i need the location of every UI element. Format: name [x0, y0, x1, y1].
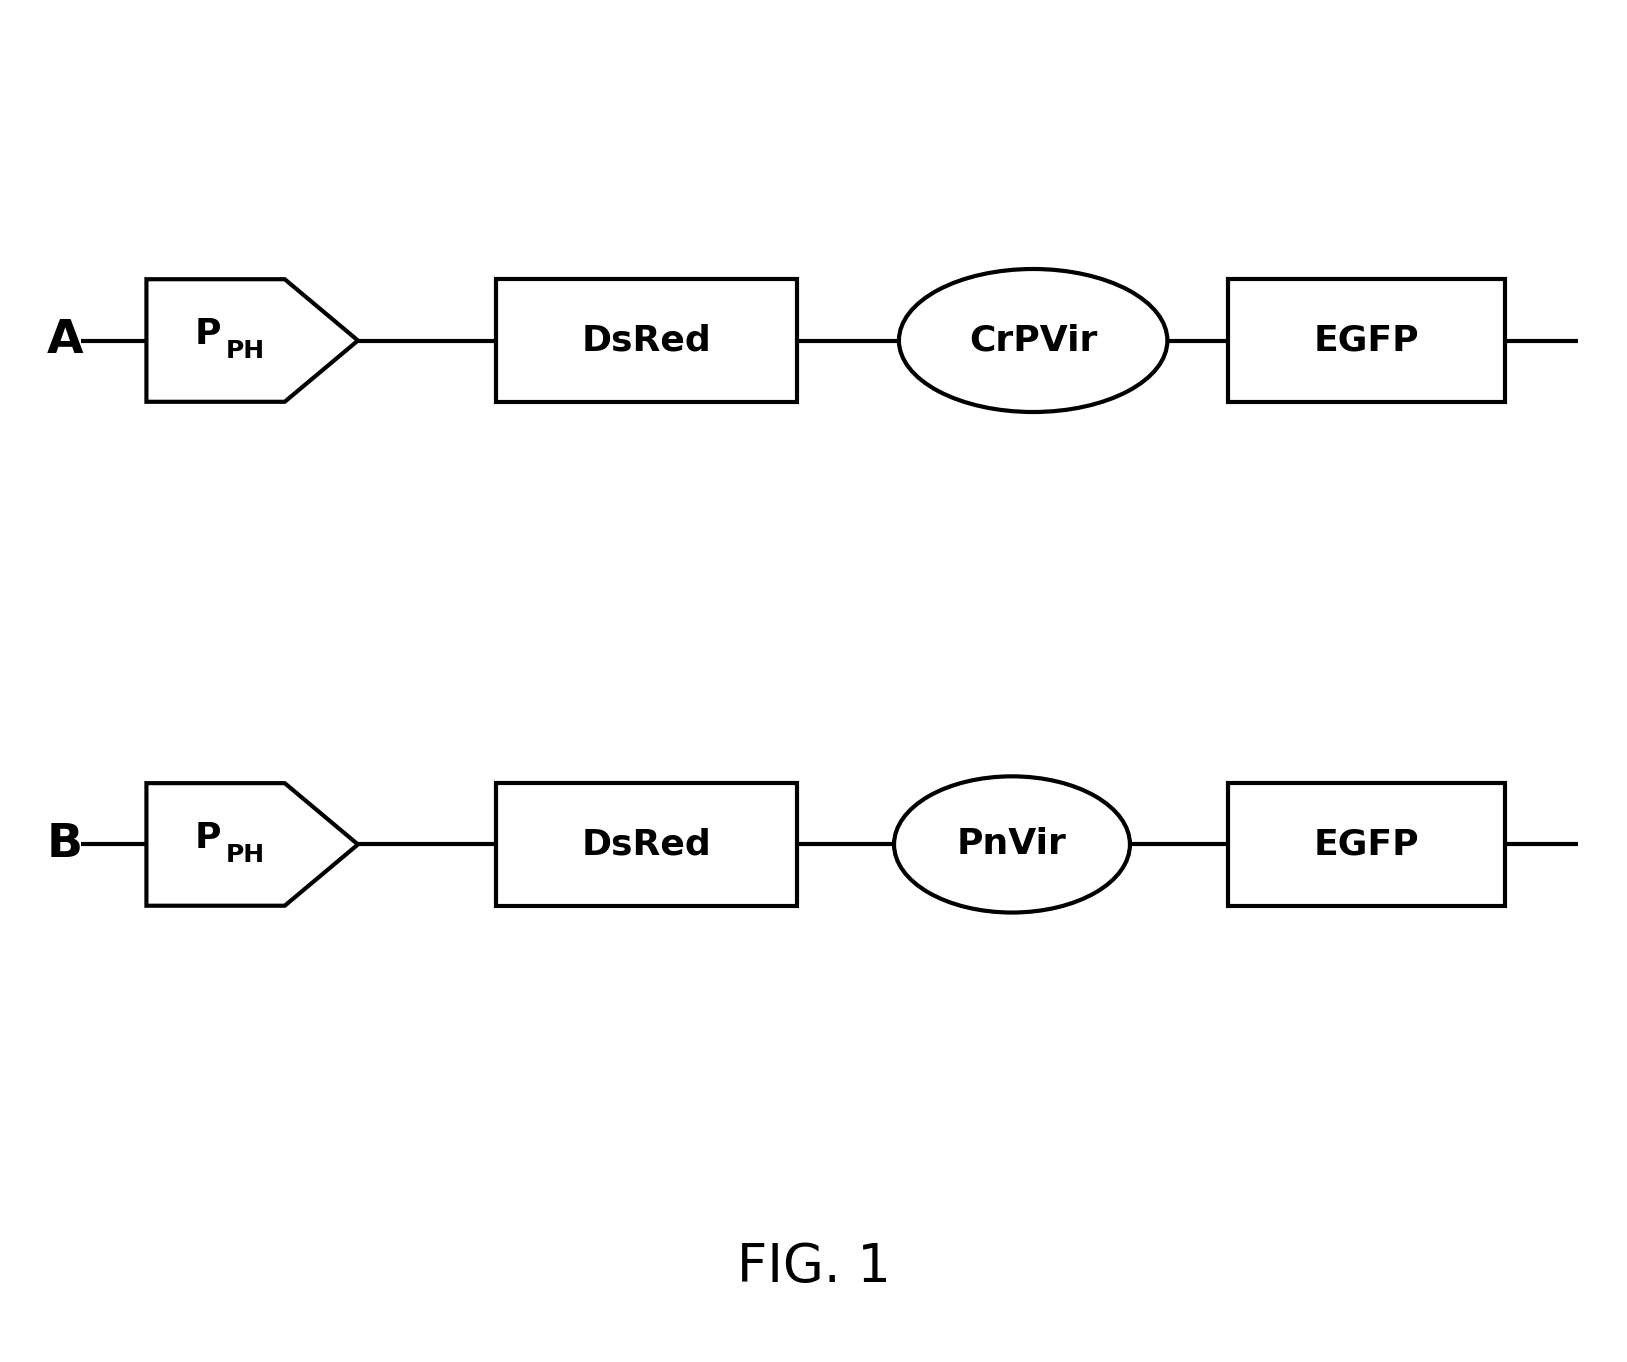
Polygon shape — [496, 279, 797, 402]
Text: P: P — [194, 317, 221, 350]
Polygon shape — [496, 783, 797, 906]
Polygon shape — [1228, 783, 1505, 906]
Ellipse shape — [895, 776, 1129, 913]
Ellipse shape — [898, 270, 1167, 413]
Bar — [1228, 279, 1505, 402]
Ellipse shape — [895, 776, 1129, 913]
Bar — [496, 783, 797, 906]
Polygon shape — [1228, 279, 1505, 402]
Polygon shape — [146, 281, 285, 400]
Bar — [496, 279, 797, 402]
Text: FIG. 1: FIG. 1 — [737, 1241, 890, 1293]
Text: PH: PH — [225, 843, 265, 868]
Text: P: P — [194, 821, 221, 854]
Polygon shape — [146, 785, 285, 904]
Text: PnVir: PnVir — [957, 828, 1067, 861]
Text: DsRed: DsRed — [582, 828, 711, 861]
Bar — [1228, 783, 1505, 906]
Polygon shape — [146, 279, 358, 402]
Ellipse shape — [898, 270, 1167, 413]
Text: CrPVir: CrPVir — [970, 324, 1097, 357]
Polygon shape — [146, 783, 358, 906]
Text: EGFP: EGFP — [1315, 324, 1419, 357]
Text: DsRed: DsRed — [582, 324, 711, 357]
Text: EGFP: EGFP — [1315, 828, 1419, 861]
Text: A: A — [47, 317, 83, 364]
Text: PH: PH — [225, 339, 265, 364]
Text: B: B — [47, 821, 83, 868]
